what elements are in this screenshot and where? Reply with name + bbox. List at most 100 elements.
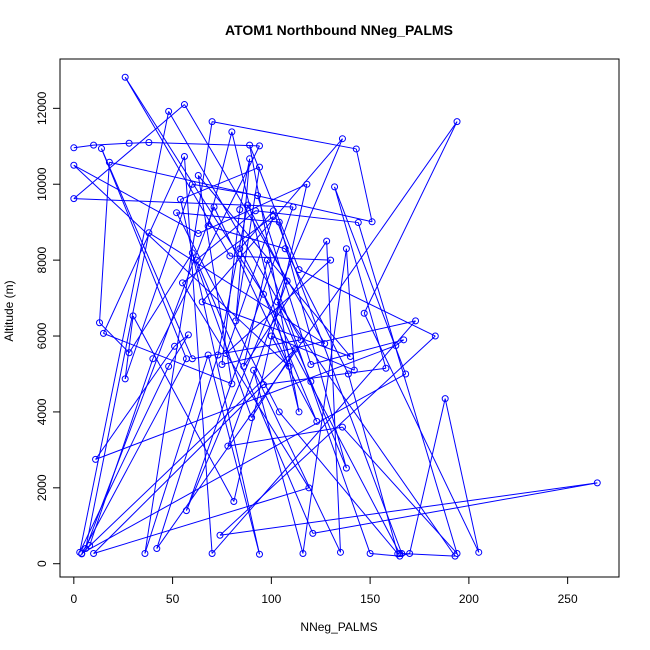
data-point <box>97 145 105 153</box>
data-point <box>323 237 331 245</box>
data-point <box>309 529 317 537</box>
series-segment <box>298 269 436 337</box>
series-segment <box>217 205 249 356</box>
data-point <box>259 381 267 389</box>
data-point <box>366 549 374 557</box>
data-point <box>273 298 281 306</box>
y-axis-label: Altitude (m) <box>2 280 16 341</box>
data-point <box>171 342 179 350</box>
data-point <box>149 355 157 363</box>
data-point <box>342 245 350 253</box>
series-segment <box>444 398 480 553</box>
data-point <box>331 183 339 191</box>
series-segment <box>93 487 310 554</box>
y-tick-label: 12000 <box>35 91 49 125</box>
series-segment <box>176 212 280 223</box>
series-segment <box>231 131 300 413</box>
series-segment <box>249 145 300 413</box>
data-point <box>299 549 307 557</box>
data-point <box>208 118 216 126</box>
series-segment <box>249 144 300 270</box>
series-segment <box>212 121 357 150</box>
data-point <box>392 342 400 350</box>
series-segment <box>221 320 416 365</box>
data-point <box>307 360 315 368</box>
data-point <box>307 378 315 386</box>
series-segment <box>73 164 290 367</box>
data-point <box>256 163 263 171</box>
data-point <box>105 158 113 166</box>
data-point <box>256 142 263 150</box>
series-segment <box>233 184 308 502</box>
data-point <box>295 266 303 274</box>
series-segment <box>227 280 288 447</box>
series-segment <box>176 212 280 413</box>
series-segment <box>239 210 274 250</box>
data-point <box>275 408 283 416</box>
series-segment <box>183 156 213 554</box>
data-point <box>90 549 98 557</box>
data-point <box>222 349 230 357</box>
series-segment <box>124 76 264 295</box>
data-point <box>178 279 186 287</box>
series-segment <box>103 332 233 385</box>
data-point <box>342 464 350 472</box>
series-segment <box>197 175 233 384</box>
series-segment <box>262 294 318 422</box>
series-segment <box>211 320 416 554</box>
data-point <box>250 366 258 374</box>
series-segment <box>310 339 404 365</box>
series-segment <box>132 315 235 502</box>
x-tick-label: 250 <box>558 592 578 606</box>
series-segment <box>73 104 185 200</box>
data-point <box>228 380 236 388</box>
data-point <box>382 364 390 372</box>
data-point <box>396 549 404 557</box>
x-tick-label: 150 <box>360 592 380 606</box>
series-segment <box>156 354 219 549</box>
series-segment <box>81 373 406 554</box>
series-segment <box>272 210 403 554</box>
y-tick-label: 4000 <box>35 398 49 425</box>
data-point <box>441 395 449 403</box>
series-segment <box>239 248 401 554</box>
series-segment <box>99 162 110 323</box>
series-segment <box>103 156 185 334</box>
data-point <box>368 218 376 226</box>
data-point <box>210 203 218 211</box>
data-point <box>321 340 329 348</box>
series-segment <box>124 315 134 379</box>
series-segment <box>409 398 446 554</box>
data-point <box>406 549 414 557</box>
data-point <box>184 331 192 339</box>
series-segment <box>85 232 150 549</box>
series-segment <box>255 210 359 224</box>
data-point <box>350 366 358 374</box>
data-point <box>398 549 406 557</box>
series-segment <box>347 373 399 554</box>
data-point <box>70 195 78 203</box>
series-segment <box>73 198 294 208</box>
data-point <box>236 206 244 214</box>
series-segment <box>124 76 231 257</box>
data-point <box>145 138 153 146</box>
data-point <box>125 139 133 147</box>
series-segment <box>278 222 347 469</box>
series-segment <box>195 259 314 534</box>
data-point <box>78 549 86 557</box>
data-point <box>281 245 289 253</box>
data-point <box>90 141 98 149</box>
series-points <box>70 73 601 560</box>
data-point <box>344 370 352 378</box>
series-segment <box>148 232 325 345</box>
data-point <box>236 245 244 253</box>
series-segment <box>101 148 187 359</box>
data-point <box>165 362 173 370</box>
y-axis: 0 2000 4000 6000 8000 10000 12000 <box>35 91 61 567</box>
data-point <box>354 219 362 227</box>
data-point <box>248 414 256 422</box>
data-point <box>194 230 202 238</box>
data-point <box>254 192 262 200</box>
data-point <box>412 317 420 325</box>
